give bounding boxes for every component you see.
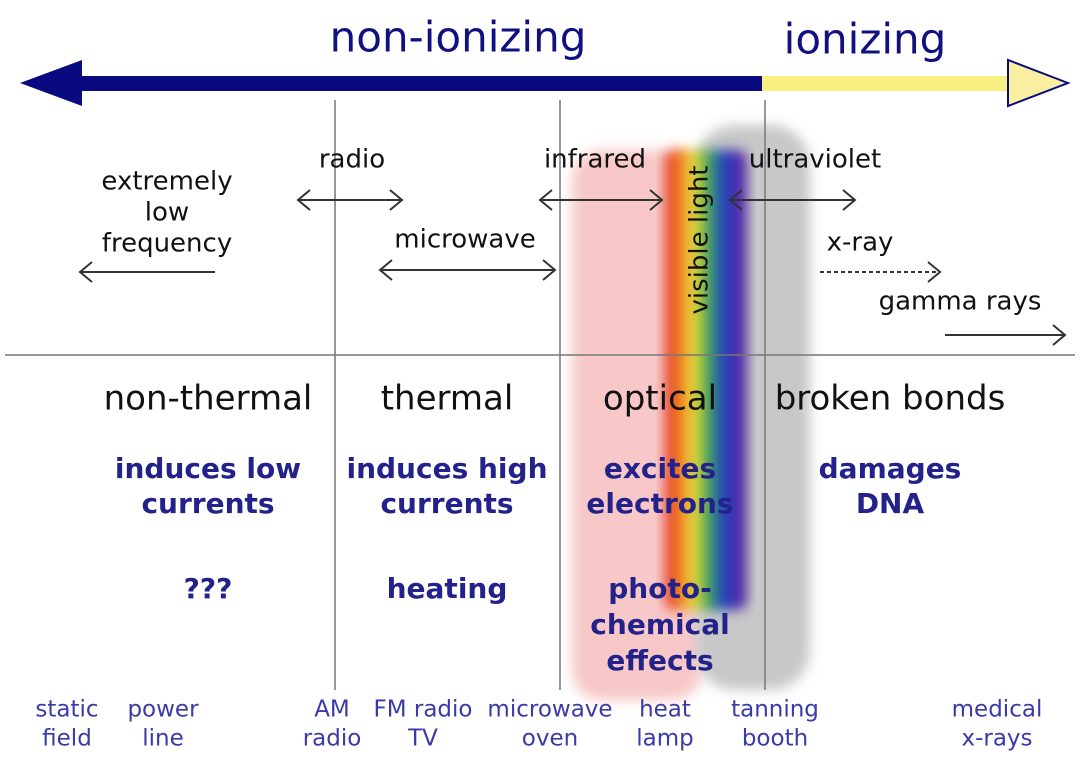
spectrum-shading bbox=[572, 125, 810, 700]
source-label: heat bbox=[639, 697, 691, 723]
column-title: non-thermal bbox=[104, 379, 313, 419]
source-label: TV bbox=[407, 726, 438, 752]
source-label: AM bbox=[314, 697, 350, 723]
band-label: ultraviolet bbox=[749, 145, 881, 175]
column-result: heating bbox=[387, 572, 508, 605]
band-arrows bbox=[78, 189, 1067, 346]
column-effect: excites bbox=[604, 452, 716, 485]
source-label: power bbox=[127, 697, 199, 723]
source-label: field bbox=[42, 726, 92, 752]
header-label: ionizing bbox=[784, 15, 947, 64]
band-label: infrared bbox=[544, 145, 646, 175]
column-title: broken bonds bbox=[775, 379, 1006, 419]
column-effect: induces low bbox=[115, 452, 301, 485]
source-label: oven bbox=[522, 726, 578, 752]
band-label: visible light bbox=[685, 166, 715, 315]
column-effect: currents bbox=[380, 487, 513, 520]
source-label: line bbox=[142, 726, 184, 752]
grid-lines bbox=[5, 100, 1075, 690]
column-result: effects bbox=[606, 644, 713, 677]
band-label: frequency bbox=[102, 229, 232, 259]
band-label: radio bbox=[319, 145, 385, 175]
band-label: gamma rays bbox=[879, 287, 1042, 317]
main-arrow bbox=[20, 58, 1071, 108]
source-label: static bbox=[35, 697, 98, 723]
band-label: x-ray bbox=[827, 228, 894, 258]
column-result: photo- bbox=[608, 572, 711, 605]
band-label: microwave bbox=[394, 225, 535, 255]
source-label: booth bbox=[742, 726, 808, 752]
column-result: chemical bbox=[590, 608, 729, 641]
column-effect: electrons bbox=[586, 487, 733, 520]
column-result: ??? bbox=[184, 572, 233, 605]
source-label: radio bbox=[303, 726, 362, 752]
column-effect: currents bbox=[141, 487, 274, 520]
source-label: x-rays bbox=[961, 726, 1032, 752]
band-label: low bbox=[145, 198, 189, 228]
band-label: extremely bbox=[101, 167, 232, 197]
source-label: tanning bbox=[731, 697, 819, 723]
source-label: medical bbox=[952, 697, 1043, 723]
header-label: non-ionizing bbox=[330, 13, 587, 62]
column-effect: induces high bbox=[346, 452, 547, 485]
source-label: microwave bbox=[487, 697, 612, 723]
source-label: lamp bbox=[636, 726, 694, 752]
column-title: optical bbox=[603, 379, 717, 419]
column-title: thermal bbox=[381, 379, 514, 419]
source-label: FM radio bbox=[374, 697, 473, 723]
column-effect: damages bbox=[819, 452, 962, 485]
column-effect: DNA bbox=[856, 487, 925, 520]
